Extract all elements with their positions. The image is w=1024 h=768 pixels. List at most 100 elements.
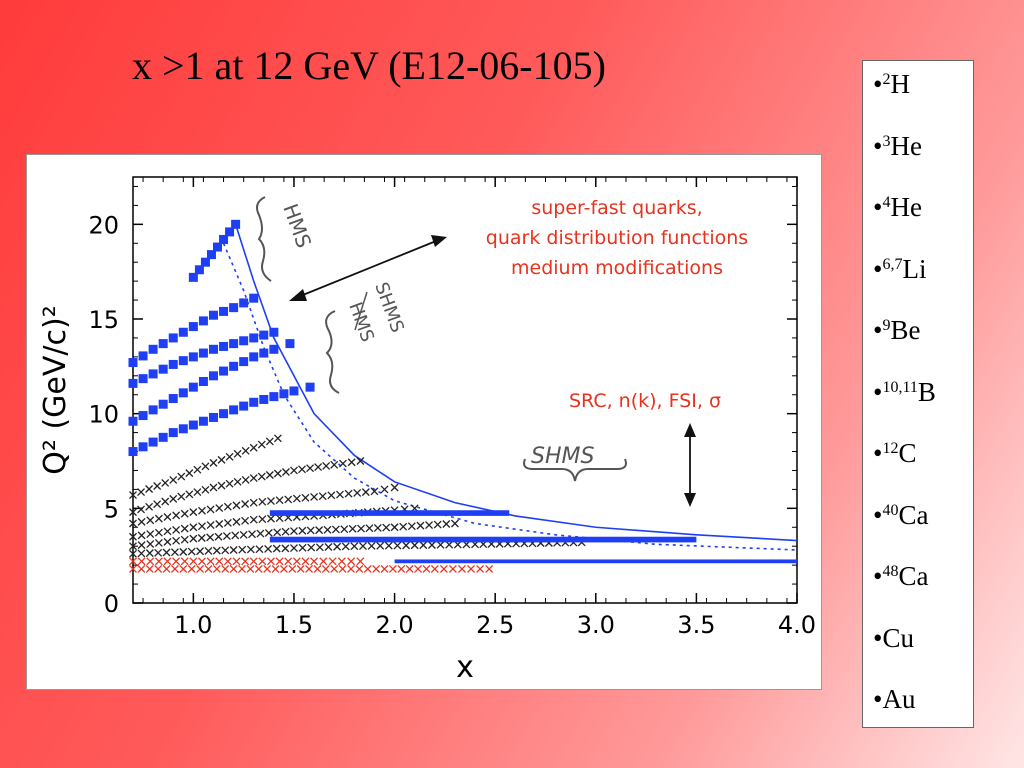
shms-data-point [350,542,359,551]
shms-data-point [137,549,146,558]
shms-data-point [267,497,275,505]
shms-data-point [163,527,172,536]
arrow-head-up [684,423,696,437]
shms-data-point [137,541,146,550]
shms-data-point [281,468,290,476]
shms-data-point [376,541,385,550]
hms-data-point [206,250,216,260]
shms-data-point [145,549,154,558]
hms-data-point [289,386,299,396]
shms-data-point [358,542,367,551]
nucleus-item: •2H [873,69,910,99]
low-q2-data-point [170,564,179,573]
shms-coverage-bar [394,559,797,564]
shms-data-point [146,530,155,538]
shms-data-point [330,460,339,469]
hms-data-point [178,388,188,398]
mass-number: 9 [882,317,891,334]
shms-data-point [214,532,223,541]
shms-data-point [249,474,258,482]
shms-data-point [249,515,258,524]
hms-data-point [269,344,279,354]
shms-data-point [169,475,178,484]
low-q2-data-point [284,557,293,566]
hms-data-point [138,351,148,361]
mass-number: 4 [882,194,891,211]
shms-data-point [241,446,250,455]
low-q2-data-point [241,557,250,566]
hms-data-point [128,378,138,388]
low-q2-data-point [313,564,322,573]
hms-data-point [249,352,259,362]
hms-data-point [178,356,188,366]
hms-data-point [229,405,239,415]
shms-data-point [281,544,290,553]
hms-data-point [229,339,239,349]
shms-data-point [196,547,205,556]
hms-data-point [178,327,188,337]
low-q2-data-point [223,557,232,566]
arrow-head-right [431,235,447,247]
hms-data-point [178,424,188,434]
hms-data-point [249,293,259,303]
shms-data-point [201,462,210,471]
shms-data-point [217,481,226,490]
shms-data-point [193,465,202,474]
shms-data-point [215,504,224,513]
shms-data-point [225,479,234,488]
x-tick-label: 1.0 [174,611,212,639]
low-q2-data-point [292,557,301,566]
shms-data-point [298,543,307,552]
shms-data-point [419,541,428,550]
hms-data-point [208,412,218,422]
shms-data-point [238,545,247,554]
x-axis-label: x [456,650,474,685]
shms-data-point [223,502,232,511]
shms-data-point [137,488,146,497]
low-q2-data-point [137,564,146,573]
shms-data-point [232,501,241,510]
element-symbol: H [890,69,910,99]
shms-data-point [180,509,189,518]
shms-data-point [357,524,365,533]
low-q2-data-point [206,557,215,566]
shms-data-point [273,469,282,478]
hms-data-point [219,409,229,419]
low-q2-data-point [179,564,188,573]
shms-data-point [425,521,434,530]
low-q2-data-point [271,564,280,573]
shms-data-point [177,472,186,481]
low-q2-data-point [221,564,230,573]
low-q2-data-point [180,557,189,566]
shms-data-point [275,496,284,505]
shms-data-point [290,527,298,536]
hms-data-point [188,272,198,282]
shms-data-point [315,526,324,535]
shms-data-point [393,541,402,550]
low-q2-data-point [305,564,314,573]
hms-data-point [138,442,148,452]
shms-data-point [239,530,248,539]
hms-limit-curve [192,222,798,542]
hms-ratio-label: HMS [344,300,378,345]
hms-data-point [148,437,158,447]
low-q2-data-point [189,557,198,566]
low-q2-data-point [137,557,146,566]
low-q2-data-point [448,564,457,573]
shms-data-point [485,564,494,573]
nucleus-item: •9Be [873,315,921,345]
shms-data-point [201,485,210,494]
shms-data-point [373,523,382,532]
shms-data-point [353,488,362,497]
hms-data-point [188,322,198,332]
hms-data-point [208,310,218,320]
low-q2-data-point [355,564,364,573]
y-tick-label: 15 [88,306,119,334]
shms-data-point [241,475,250,484]
y-tick-label: 20 [88,211,119,239]
shms-data-point [197,534,206,542]
shms-data-point [137,517,146,526]
hms-data-point [188,420,198,430]
shms-data-point [298,465,306,474]
low-q2-data-point [163,557,172,566]
